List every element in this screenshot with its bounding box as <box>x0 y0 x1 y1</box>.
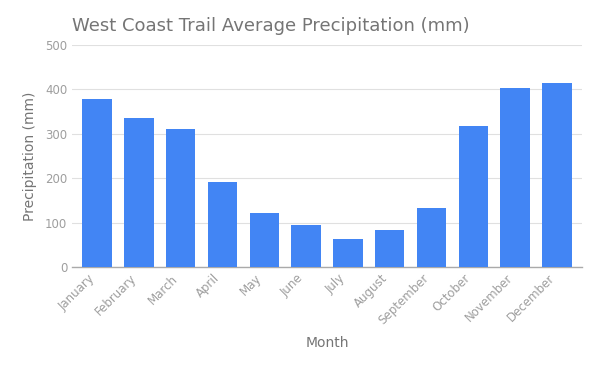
Y-axis label: Precipitation (mm): Precipitation (mm) <box>23 91 37 220</box>
Bar <box>250 213 279 267</box>
Bar <box>417 208 446 267</box>
Bar <box>124 118 154 267</box>
Bar <box>292 225 321 267</box>
Bar <box>375 230 404 267</box>
Bar <box>333 239 362 267</box>
Bar <box>542 83 572 267</box>
Text: West Coast Trail Average Precipitation (mm): West Coast Trail Average Precipitation (… <box>72 17 470 35</box>
Bar <box>458 127 488 267</box>
Bar <box>500 88 530 267</box>
X-axis label: Month: Month <box>305 336 349 350</box>
Bar <box>82 99 112 267</box>
Bar <box>208 182 237 267</box>
Bar <box>166 129 196 267</box>
